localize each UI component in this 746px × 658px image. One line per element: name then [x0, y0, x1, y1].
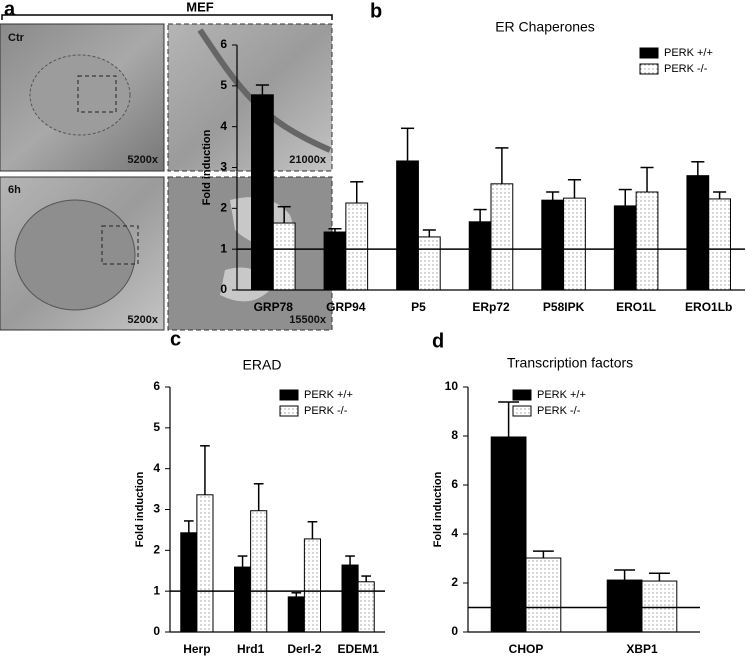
y-tick-label: 0 [153, 624, 160, 638]
y-tick-label: 4 [451, 526, 458, 540]
bar [396, 160, 419, 291]
magnification: 15500x [289, 314, 327, 326]
y-tick-label: 0 [451, 624, 458, 638]
magnification: 21000x [289, 154, 327, 166]
x-tick-label: XBP1 [626, 642, 658, 656]
y-tick-label: 6 [451, 477, 458, 491]
bar [196, 494, 214, 633]
image-label: 6h [8, 184, 21, 196]
legend-swatch [279, 389, 299, 401]
bar [323, 231, 347, 291]
y-tick-label: 1 [153, 583, 160, 597]
bar [490, 183, 514, 291]
image-label: Ctr [8, 32, 25, 44]
legend-label: PERK +/+ [304, 389, 353, 401]
y-tick-label: 5 [153, 420, 160, 434]
panel-letter: a [4, 0, 16, 20]
zoom-box [77, 75, 117, 113]
y-tick-label: 4 [153, 461, 160, 475]
legend-label: PERK -/- [537, 405, 581, 417]
bar [490, 436, 527, 633]
bar [541, 199, 565, 291]
x-tick-label: ERp72 [472, 300, 510, 314]
bar [686, 175, 710, 291]
y-axis-label: Fold induction [134, 471, 146, 547]
y-tick-label: 2 [451, 575, 458, 589]
y-tick-label: 3 [220, 160, 227, 174]
bar [635, 191, 659, 291]
bar [641, 580, 678, 633]
panel-letter: c [170, 328, 181, 350]
chart-title: Transcription factors [507, 355, 633, 371]
bar [287, 596, 305, 633]
y-tick-label: 6 [153, 379, 160, 393]
magnification: 5200x [127, 154, 158, 166]
x-tick-label: CHOP [509, 642, 544, 656]
legend-label: PERK +/+ [537, 389, 586, 401]
panel-letter: d [432, 330, 444, 352]
bar [708, 198, 731, 291]
bar [525, 557, 562, 633]
legend-label: PERK -/- [664, 63, 708, 75]
y-tick-label: 4 [220, 119, 227, 133]
zoom-box [101, 225, 139, 265]
x-tick-label: GRP94 [326, 300, 366, 314]
legend-swatch [639, 47, 659, 59]
bar [250, 510, 268, 633]
legend-swatch [512, 389, 532, 401]
bar [606, 579, 643, 633]
bar [345, 202, 369, 291]
panel-a: a MEF Ctr 5200x 21000x 6h 5200x 15500x [0, 0, 333, 331]
bar [613, 205, 637, 291]
bar [468, 221, 492, 291]
x-tick-label: P5 [411, 300, 426, 314]
bar [251, 94, 274, 291]
bar [417, 236, 441, 291]
y-axis-label: Fold induction [432, 471, 444, 547]
x-tick-label: GRP78 [254, 300, 294, 314]
y-axis-label: Fold induction [201, 129, 213, 205]
x-tick-label: P58IPK [543, 300, 585, 314]
magnification: 5200x [127, 314, 158, 326]
y-tick-label: 1 [220, 241, 227, 255]
bar [303, 538, 321, 633]
cell-outline [14, 199, 136, 311]
x-tick-label: ERO1Lb [685, 300, 732, 314]
bracket [1, 14, 333, 20]
legend-label: PERK -/- [304, 405, 348, 417]
chart-title: ER Chaperones [495, 19, 595, 35]
y-tick-label: 2 [153, 543, 160, 557]
x-tick-label: Hrd1 [237, 642, 265, 656]
cell-outline [29, 54, 131, 136]
chart-title: ERAD [243, 357, 282, 373]
y-tick-label: 0 [220, 282, 227, 296]
bar [341, 564, 359, 633]
x-tick-label: Derl-2 [287, 642, 321, 656]
panel-letter: b [370, 0, 382, 22]
image-group-title: MEF [186, 0, 214, 14]
bar [357, 581, 375, 633]
x-tick-label: EDEM1 [337, 642, 379, 656]
bar [563, 197, 586, 291]
legend-swatch [279, 405, 299, 417]
bar [234, 566, 252, 633]
y-tick-label: 8 [451, 428, 458, 442]
y-tick-label: 3 [153, 502, 160, 516]
y-tick-label: 2 [220, 201, 227, 215]
x-tick-label: Herp [183, 642, 210, 656]
y-tick-label: 6 [220, 37, 227, 51]
bar [272, 222, 296, 291]
legend-swatch [512, 405, 532, 417]
bar [180, 532, 198, 633]
legend-swatch [639, 63, 659, 75]
y-tick-label: 10 [445, 379, 459, 393]
x-tick-label: ERO1L [616, 300, 656, 314]
y-tick-label: 5 [220, 78, 227, 92]
legend-label: PERK +/+ [664, 47, 713, 59]
